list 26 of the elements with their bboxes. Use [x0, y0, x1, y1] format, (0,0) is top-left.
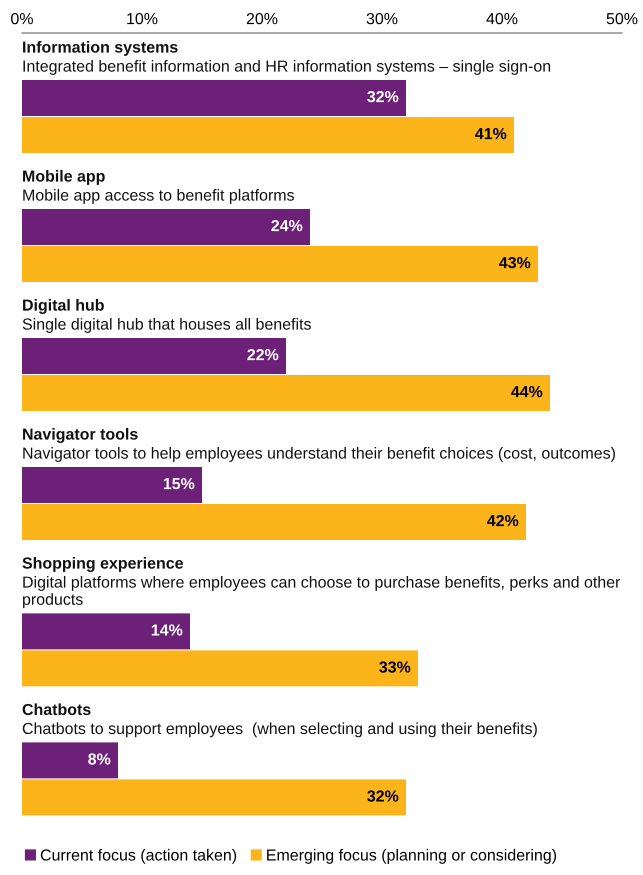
- x-tick-label: 20%: [246, 12, 278, 24]
- data-label: 33%: [379, 661, 410, 673]
- data-label: 15%: [164, 478, 194, 490]
- data-label: 41%: [475, 128, 506, 140]
- y-tick-label: Navigator tools Navigator tools to help employees understand their benefit choices (cost, outcomes): [23, 428, 615, 462]
- data-label: 8%: [88, 753, 110, 765]
- legend-label: Emerging focus (planning or considering): [267, 848, 556, 864]
- legend-label: Current focus (action taken): [40, 848, 236, 864]
- x-tick-label: 30%: [366, 12, 398, 24]
- data-label: 32%: [367, 790, 398, 802]
- y-tick-label: Mobile app Mobile app access to benefit platforms: [23, 170, 294, 204]
- data-label: 14%: [152, 624, 182, 636]
- y-tick-label: Shopping experience Digital platforms where employees can choose to purchase benefits, perks and other products: [22, 557, 620, 608]
- x-tick-label: 10%: [127, 12, 158, 24]
- data-label: 32%: [367, 90, 398, 102]
- data-label: 22%: [247, 348, 278, 360]
- x-tick-label: 0%: [11, 12, 33, 24]
- y-tick-label: Digital hub Single digital hub that houses all benefits: [22, 299, 311, 333]
- x-tick-label: 50%: [606, 12, 638, 24]
- data-label: 44%: [511, 386, 542, 398]
- x-tick-label: 40%: [486, 12, 518, 24]
- data-label: 42%: [487, 514, 518, 526]
- y-tick-label: Chatbots Chatbots to support employees (when selecting and using their benefits): [22, 703, 537, 738]
- data-label: 24%: [271, 220, 302, 232]
- data-label: 43%: [499, 256, 530, 268]
- y-tick-label: Information systems Integrated benefit information and HR information systems – single sign-on: [23, 41, 550, 75]
